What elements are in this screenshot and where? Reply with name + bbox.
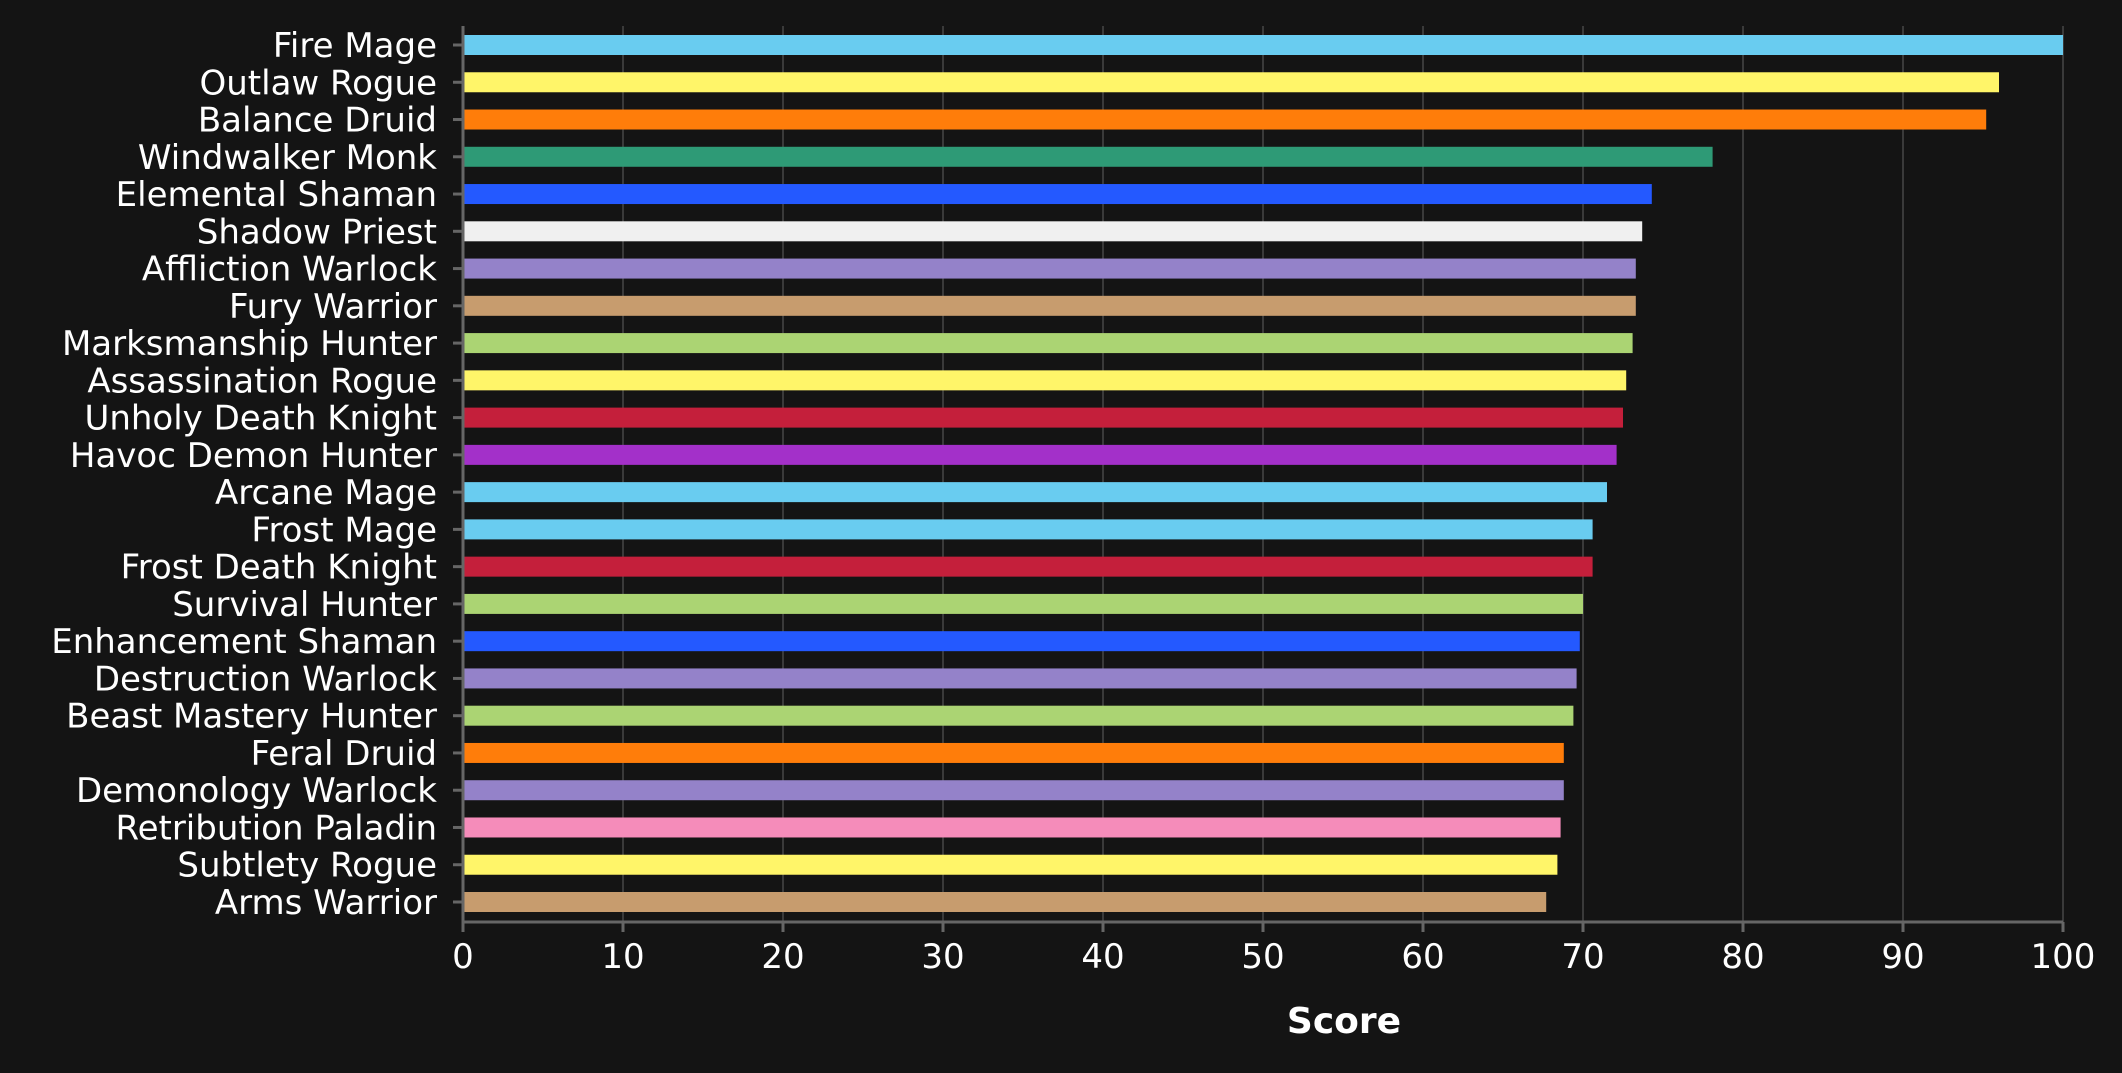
x-tick-label: 10 — [601, 937, 644, 977]
bars — [463, 35, 2063, 912]
x-tick-label: 60 — [1401, 937, 1444, 977]
bar-balance-druid — [463, 109, 1987, 130]
category-label: Shadow Priest — [197, 212, 437, 252]
bar-unholy-death-knight — [463, 407, 1623, 428]
category-label: Fury Warrior — [229, 287, 437, 327]
bar-shadow-priest — [463, 221, 1643, 242]
x-tick-label: 50 — [1241, 937, 1284, 977]
bar-feral-druid — [463, 742, 1564, 763]
category-label: Subtlety Rogue — [177, 846, 437, 886]
x-ticks: 0 10 20 30 40 50 60 70 80 90 100 — [452, 922, 2095, 977]
x-tick-label: 90 — [1881, 937, 1924, 977]
category-label: Enhancement Shaman — [51, 622, 437, 662]
bar-arms-warrior — [463, 892, 1547, 912]
bar-frost-death-knight — [463, 556, 1593, 577]
x-tick-label: 20 — [761, 937, 804, 977]
category-label: Retribution Paladin — [115, 808, 437, 848]
bar-beast-mastery-hunter — [463, 705, 1574, 726]
bar-retribution-paladin — [463, 817, 1561, 838]
category-label: Balance Druid — [198, 101, 437, 141]
bar-fury-warrior — [463, 295, 1636, 316]
bar-outlaw-rogue — [463, 72, 1999, 93]
category-label: Arms Warrior — [215, 883, 437, 923]
bar-affliction-warlock — [463, 258, 1636, 279]
grid-lines — [622, 26, 2064, 922]
bar-destruction-warlock — [463, 668, 1577, 689]
y-tick-marks — [453, 43, 463, 904]
category-label: Survival Hunter — [172, 585, 437, 625]
category-label: Assassination Rogue — [87, 361, 437, 401]
bar-survival-hunter — [463, 593, 1583, 614]
category-label: Unholy Death Knight — [84, 399, 437, 439]
category-label: Fire Mage — [273, 26, 437, 66]
bar-demonology-warlock — [463, 780, 1564, 801]
category-label: Frost Mage — [251, 510, 437, 550]
bar-windwalker-monk — [463, 146, 1713, 167]
x-tick-label: 100 — [2031, 937, 2096, 977]
x-tick-label: 80 — [1721, 937, 1764, 977]
category-label: Beast Mastery Hunter — [66, 697, 437, 737]
x-axis-title: Score — [1287, 1001, 1401, 1042]
category-label: Affliction Warlock — [142, 250, 437, 290]
x-tick-label: 70 — [1561, 937, 1604, 977]
bar-enhancement-shaman — [463, 631, 1580, 652]
category-label: Arcane Mage — [215, 473, 437, 513]
category-label: Demonology Warlock — [76, 771, 437, 811]
category-label: Outlaw Rogue — [200, 63, 438, 103]
category-label: Destruction Warlock — [94, 659, 437, 699]
x-tick-label: 0 — [452, 937, 474, 977]
bar-elemental-shaman — [463, 184, 1652, 205]
bar-havoc-demon-hunter — [463, 444, 1617, 465]
bar-arcane-mage — [463, 482, 1607, 503]
category-label: Feral Druid — [251, 734, 437, 774]
bar-fire-mage — [463, 35, 2063, 55]
category-label: Windwalker Monk — [138, 138, 437, 178]
bar-subtlety-rogue — [463, 854, 1558, 875]
category-label: Marksmanship Hunter — [62, 324, 437, 364]
category-label: Frost Death Knight — [121, 548, 437, 588]
x-tick-label: 40 — [1081, 937, 1124, 977]
x-tick-label: 30 — [921, 937, 964, 977]
category-label: Havoc Demon Hunter — [70, 436, 437, 476]
bar-assassination-rogue — [463, 370, 1627, 391]
bar-marksmanship-hunter — [463, 333, 1633, 354]
category-label: Elemental Shaman — [116, 175, 437, 215]
bar-frost-mage — [463, 519, 1593, 540]
